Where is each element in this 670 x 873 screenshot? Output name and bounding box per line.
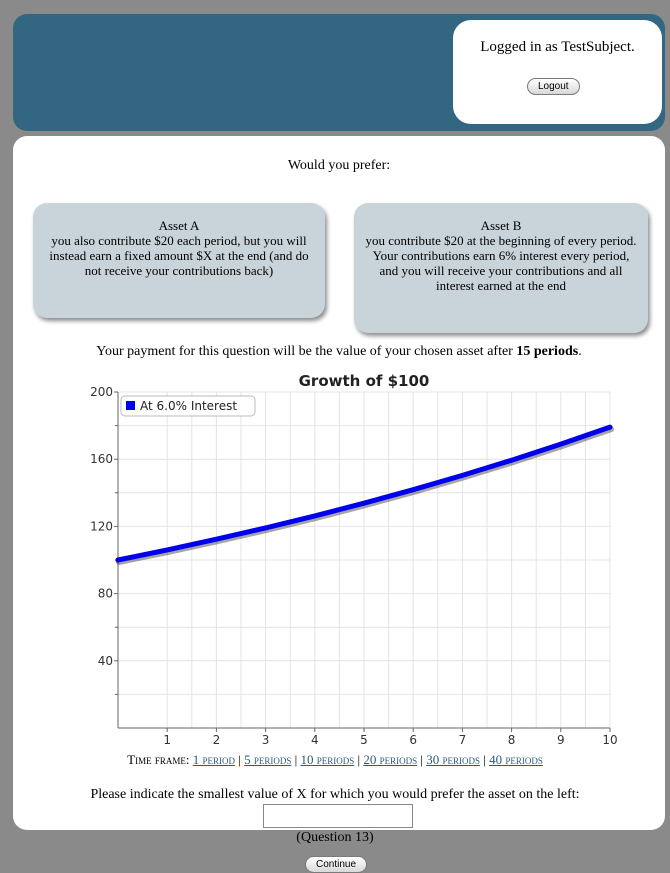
payment-prefix: Your payment for this question will be t… [96, 344, 517, 359]
asset-a-title: Asset A [158, 218, 200, 233]
timeframe-5-periods[interactable]: 5 periods [244, 752, 292, 767]
instruction-text: Please indicate the smallest value of X … [90, 787, 580, 802]
timeframe-label: Time frame: [127, 752, 190, 767]
payment-suffix: . [578, 344, 582, 359]
asset-a-option[interactable]: Asset A you also contribute $20 each per… [33, 203, 325, 318]
x-tick-label: 6 [409, 733, 417, 747]
asset-a-description: you also contribute $20 each period, but… [49, 233, 309, 278]
growth-chart: 40 80 120 160 200 1 2 3 4 5 6 7 8 9 10 Growth of $100 At… [90, 372, 618, 747]
x-tick-label: 9 [557, 733, 565, 747]
y-tick-label: 40 [98, 654, 113, 668]
series-line [115, 424, 613, 563]
payment-note: Your payment for this question will be t… [13, 344, 665, 360]
logout-button[interactable]: Logout [527, 78, 580, 95]
asset-b-option[interactable]: Asset B you contribute $20 at the beginn… [354, 203, 648, 333]
timeframe-40-periods[interactable]: 40 periods [489, 752, 543, 767]
y-tick-label: 160 [90, 452, 113, 466]
logged-in-text: Logged in as TestSubject. [480, 39, 635, 55]
y-tick-label: 120 [90, 519, 113, 533]
x-tick-label: 10 [602, 733, 617, 747]
timeframe-20-periods[interactable]: 20 periods [363, 752, 418, 767]
question-number: (Question 13) [296, 830, 374, 845]
legend-swatch [126, 401, 135, 410]
x-value-input[interactable] [263, 804, 413, 828]
payment-periods: 15 periods [516, 344, 579, 359]
x-tick-label: 5 [360, 733, 368, 747]
chart-title: Growth of $100 [299, 372, 430, 390]
timeframe-1-period[interactable]: 1 period [192, 752, 235, 767]
y-tick-label: 200 [90, 385, 113, 399]
x-tick-label: 4 [311, 733, 319, 747]
x-tick-label: 2 [213, 733, 221, 747]
legend-label: At 6.0% Interest [140, 399, 237, 413]
asset-b-description: you contribute $20 at the beginning of e… [365, 233, 637, 293]
x-tick-label: 3 [262, 733, 270, 747]
timeframe-30-periods[interactable]: 30 periods [426, 752, 480, 767]
y-tick-label: 80 [98, 587, 113, 601]
continue-button[interactable]: Continue [305, 856, 368, 873]
timeframe-bar: Time frame: 1 period | 5 periods | 10 pe… [127, 752, 543, 767]
x-tick-label: 1 [163, 733, 171, 747]
question-prompt: Would you prefer: [287, 158, 391, 173]
x-tick-label: 7 [459, 733, 467, 747]
login-panel: Logged in as TestSubject. Logout [453, 20, 662, 124]
legend-box [120, 395, 256, 417]
asset-b-title: Asset B [480, 218, 522, 233]
timeframe-10-periods[interactable]: 10 periods [300, 752, 355, 767]
x-tick-label: 8 [508, 733, 516, 747]
